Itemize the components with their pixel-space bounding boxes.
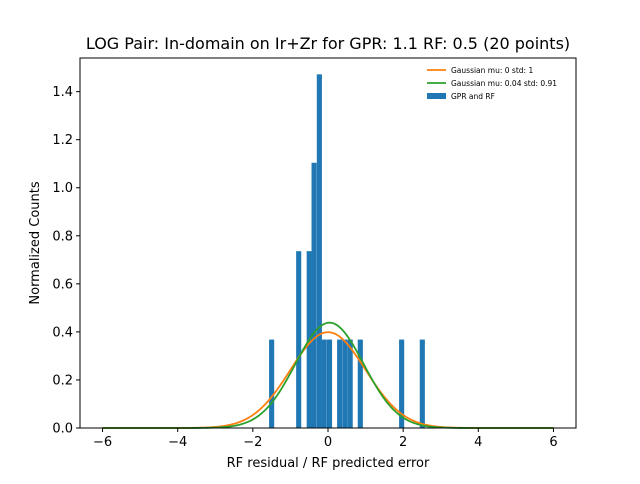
y-tick-label-5: 1.0 bbox=[52, 181, 73, 196]
chart-title: LOG Pair: In-domain on Ir+Zr for GPR: 1.… bbox=[86, 34, 570, 53]
y-tick-label-6: 1.2 bbox=[52, 133, 73, 148]
legend-label-1: Gaussian mu: 0.04 std: 0.91 bbox=[451, 79, 557, 88]
x-tick-label-5: 4 bbox=[474, 435, 482, 450]
histogram-bar-6 bbox=[326, 339, 333, 428]
x-tick-label-2: −2 bbox=[243, 435, 262, 450]
x-axis: −6 −4 −2 0 2 4 6 bbox=[93, 428, 558, 450]
histogram-bar-12 bbox=[419, 339, 425, 428]
x-tick-label-4: 2 bbox=[399, 435, 407, 450]
histogram-bar-7 bbox=[337, 339, 343, 428]
y-tick-label-4: 0.8 bbox=[52, 229, 73, 244]
histogram-bar-4 bbox=[316, 74, 322, 428]
histogram-bar-11 bbox=[399, 339, 405, 428]
legend-label-0: Gaussian mu: 0 std: 1 bbox=[451, 66, 533, 75]
x-tick-label-0: −6 bbox=[93, 435, 112, 450]
histogram-bar-9 bbox=[347, 339, 353, 428]
y-axis: 0.0 0.2 0.4 0.6 0.8 1.0 1.2 1.4 bbox=[52, 85, 80, 437]
x-tick-label-1: −4 bbox=[168, 435, 187, 450]
histogram-bar-10 bbox=[357, 339, 363, 428]
y-tick-label-2: 0.4 bbox=[52, 325, 73, 340]
histogram-bar-5 bbox=[321, 339, 327, 428]
histogram-bar-1 bbox=[296, 251, 302, 428]
y-tick-label-3: 0.6 bbox=[52, 277, 73, 292]
legend: Gaussian mu: 0 std: 1 Gaussian mu: 0.04 s… bbox=[427, 66, 557, 101]
legend-patch-2 bbox=[427, 93, 446, 99]
legend-label-2: GPR and RF bbox=[451, 92, 495, 101]
histogram-bar-0 bbox=[269, 339, 275, 428]
y-axis-label: Normalized Counts bbox=[28, 181, 43, 304]
x-tick-label-3: 0 bbox=[324, 435, 332, 450]
x-tick-label-6: 6 bbox=[549, 435, 557, 450]
histogram-bar-3 bbox=[311, 162, 317, 428]
x-axis-label: RF residual / RF predicted error bbox=[227, 456, 430, 471]
y-tick-label-7: 1.4 bbox=[52, 85, 73, 100]
y-tick-label-0: 0.0 bbox=[52, 422, 73, 437]
y-tick-label-1: 0.2 bbox=[52, 373, 73, 388]
histogram-bar-8 bbox=[342, 339, 348, 428]
